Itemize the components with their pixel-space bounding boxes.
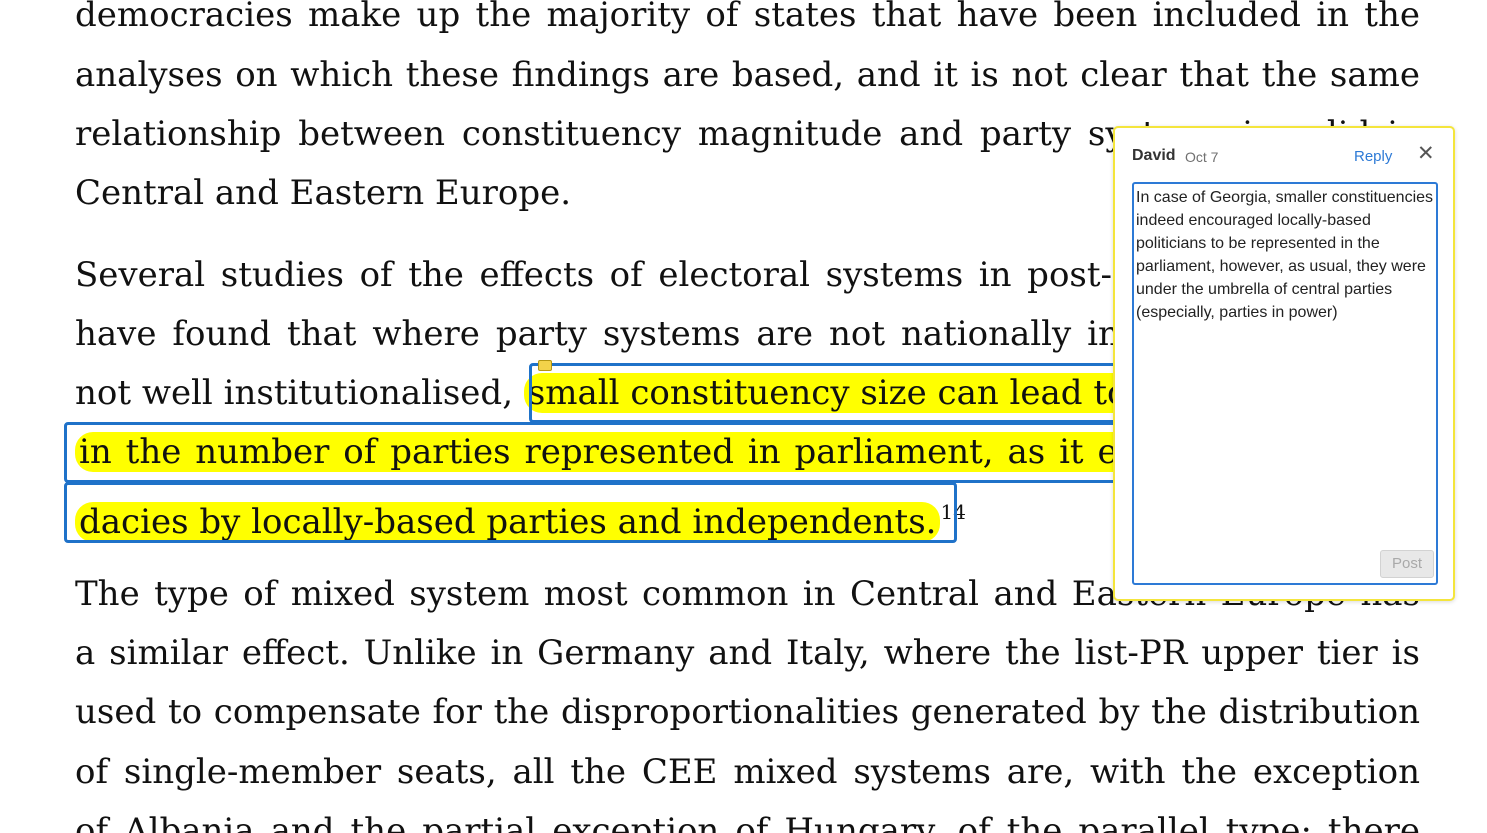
text-line: of Albania and the partial exception of … xyxy=(75,811,1420,833)
annotation-selection-box[interactable] xyxy=(64,422,1119,483)
close-icon[interactable]: ✕ xyxy=(1417,142,1435,165)
annotation-selection-box[interactable] xyxy=(64,482,957,543)
comment-popup: David Oct 7 Reply ✕ In case of Georgia, … xyxy=(1113,126,1455,601)
comment-note-icon[interactable] xyxy=(538,360,552,371)
text-line: dacies by locally-based parties and inde… xyxy=(75,492,1420,542)
post-button[interactable]: Post xyxy=(1380,550,1434,578)
comment-date: Oct 7 xyxy=(1185,149,1219,165)
footnote-marker[interactable]: 14 xyxy=(940,500,966,524)
comment-text-field[interactable]: In case of Georgia, smaller constituenci… xyxy=(1132,182,1438,585)
text-line: analyses on which these findings are bas… xyxy=(75,55,1420,95)
text-line: used to compensate for the disproportion… xyxy=(75,692,1420,732)
text-line: of single-member seats, all the CEE mixe… xyxy=(75,752,1420,792)
comment-author: David xyxy=(1132,147,1176,164)
highlighted-text[interactable]: dacies by locally-based parties and inde… xyxy=(75,502,941,542)
text-fragment: not well institutionalised, xyxy=(75,373,513,413)
annotation-selection-box[interactable] xyxy=(529,363,1119,423)
text-line: Central and Eastern Europe. xyxy=(75,173,572,213)
reply-button[interactable]: Reply xyxy=(1354,148,1393,165)
text-line: democracies make up the majority of stat… xyxy=(75,0,1420,35)
text-line: a similar effect. Unlike in Germany and … xyxy=(75,633,1420,673)
